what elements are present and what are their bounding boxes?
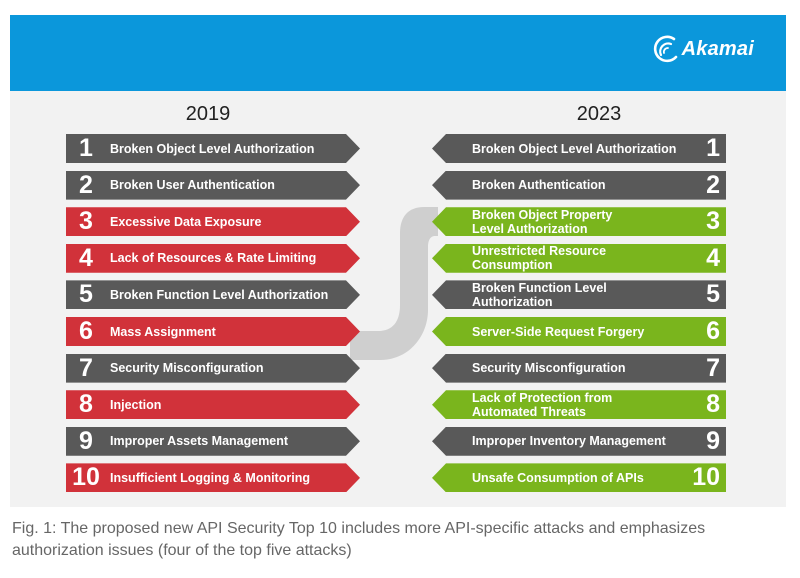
rank-number: 1 xyxy=(706,134,720,162)
rank-row-2023-8: Lack of Protection from Automated Threat… xyxy=(432,390,726,420)
rank-label: Unrestricted Resource Consumption xyxy=(472,244,607,273)
rank-label: Broken Function Level Authorization xyxy=(110,287,329,302)
rank-row-2019-8: 8 Injection xyxy=(66,390,360,420)
year-heading-2019: 2019 xyxy=(185,103,231,125)
rank-number: 7 xyxy=(79,353,93,382)
rank-label: Security Misconfiguration xyxy=(110,361,264,376)
rank-number: 8 xyxy=(706,390,720,419)
akamai-wave-icon xyxy=(653,35,677,63)
rank-row-2023-5: Broken Function Level Authorization 5 xyxy=(432,280,726,310)
mass-assignment-merge-connector xyxy=(350,207,438,360)
rank-number: 4 xyxy=(706,243,720,272)
rank-number: 7 xyxy=(706,353,720,382)
rank-number: 1 xyxy=(79,134,93,162)
rank-label: Excessive Data Exposure xyxy=(110,214,262,229)
rank-label: Unsafe Consumption of APIs xyxy=(472,470,644,485)
rank-row-2019-10: 10 Insufficient Logging & Monitoring xyxy=(66,463,360,493)
rank-label: Improper Inventory Management xyxy=(472,434,666,449)
rank-row-2023-9: Improper Inventory Management 9 xyxy=(432,426,726,456)
akamai-logo: Akamai xyxy=(652,35,754,63)
rank-label: Broken Object Level Authorization xyxy=(472,141,677,156)
rank-number: 3 xyxy=(79,207,93,236)
rank-label: Broken Authentication xyxy=(472,178,606,193)
rank-number: 5 xyxy=(79,280,93,309)
rank-number: 9 xyxy=(79,426,93,455)
rank-row-2019-4: 4 Lack of Resources & Rate Limiting xyxy=(66,243,360,273)
rank-number: 5 xyxy=(706,280,720,309)
rank-label: Lack of Protection from Automated Threat… xyxy=(472,390,613,419)
rank-label: Broken User Authentication xyxy=(110,178,275,193)
rank-row-2019-3: 3 Excessive Data Exposure xyxy=(66,207,360,237)
rank-label: Insufficient Logging & Monitoring xyxy=(110,470,310,485)
rank-row-2023-3: Broken Object Property Level Authorizati… xyxy=(432,207,726,237)
rank-number: 10 xyxy=(72,463,100,492)
rank-row-2019-6: 6 Mass Assignment xyxy=(66,317,360,346)
rank-label: Improper Assets Management xyxy=(110,434,289,449)
rank-row-2019-9: 9 Improper Assets Management xyxy=(66,426,360,456)
rank-number: 6 xyxy=(79,317,93,345)
rank-row-2023-2: Broken Authentication 2 xyxy=(432,170,726,200)
rank-number: 2 xyxy=(706,170,720,199)
rank-number: 8 xyxy=(79,390,93,419)
rank-number: 4 xyxy=(79,243,93,272)
rank-label: Mass Assignment xyxy=(110,324,216,339)
rank-label: Injection xyxy=(110,397,162,412)
akamai-logo-text: Akamai xyxy=(681,37,754,60)
rank-label: Security Misconfiguration xyxy=(472,361,626,376)
header-banner: Akamai xyxy=(10,15,786,91)
rank-label: Lack of Resources & Rate Limiting xyxy=(110,251,317,266)
rank-label: Broken Object Level Authorization xyxy=(110,141,315,156)
rank-label: Server-Side Request Forgery xyxy=(472,324,645,339)
rank-number: 3 xyxy=(706,207,720,236)
rank-row-2023-6: Server-Side Request Forgery 6 xyxy=(432,317,726,346)
rank-number: 10 xyxy=(692,463,720,492)
rank-row-2019-7: 7 Security Misconfiguration xyxy=(66,353,360,383)
rank-number: 9 xyxy=(706,426,720,455)
rank-row-2023-1: Broken Object Level Authorization 1 xyxy=(432,134,726,163)
rank-number: 2 xyxy=(79,170,93,199)
rank-label: Broken Object Property Level Authorizati… xyxy=(472,207,613,236)
rank-row-2019-5: 5 Broken Function Level Authorization xyxy=(66,280,360,310)
rank-row-2023-10: Unsafe Consumption of APIs 10 xyxy=(432,463,726,493)
rank-row-2019-2: 2 Broken User Authentication xyxy=(66,170,360,200)
rank-number: 6 xyxy=(706,317,720,345)
rank-row-2023-4: Unrestricted Resource Consumption 4 xyxy=(432,243,726,273)
figure-caption: Fig. 1: The proposed new API Security To… xyxy=(12,520,706,559)
rank-row-2019-1: 1 Broken Object Level Authorization xyxy=(66,134,360,163)
rank-row-2023-7: Security Misconfiguration 7 xyxy=(432,353,726,383)
rank-label: Broken Function Level Authorization xyxy=(472,280,607,309)
year-heading-2023: 2023 xyxy=(576,103,622,125)
figure-panel: Akamai 2019 2023 1 Broken Object Level Au… xyxy=(10,15,786,507)
